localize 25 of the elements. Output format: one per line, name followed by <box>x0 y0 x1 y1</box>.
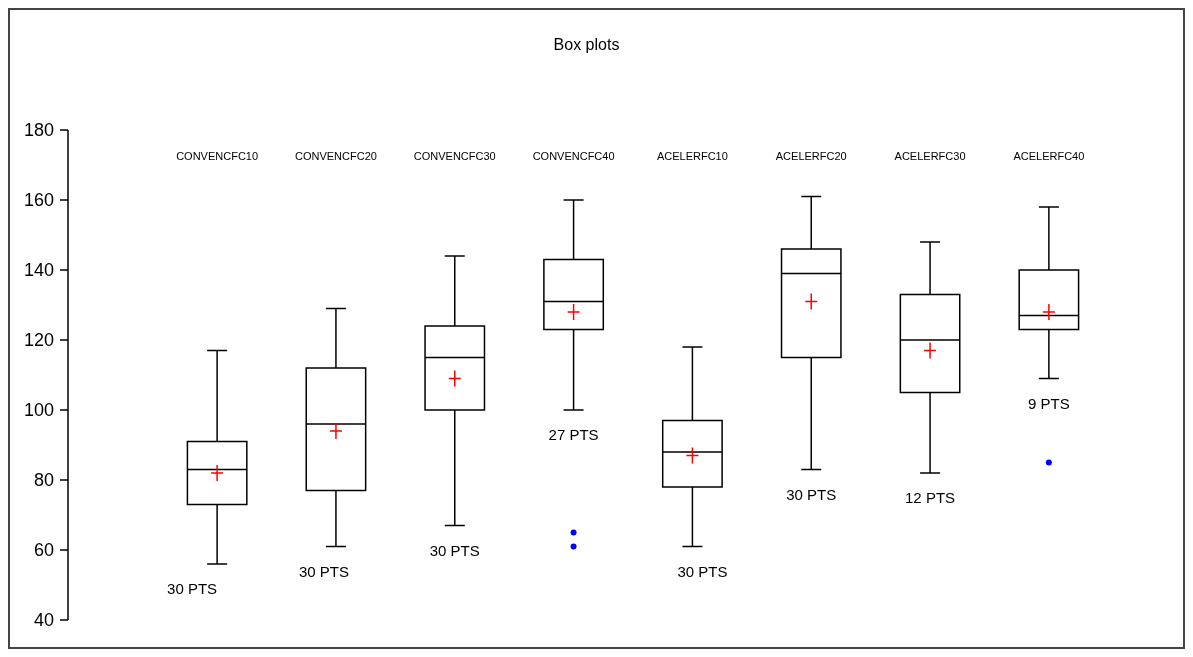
annotation: 30 PTS <box>786 485 837 503</box>
x-tick-label: CONVENCFC40 <box>532 150 615 162</box>
x-tick-label: ACELERFC30 <box>894 150 966 162</box>
annotation: 30 PTS <box>167 580 218 597</box>
y-tick-label: 80 <box>33 470 54 491</box>
y-tick-label: 100 <box>23 400 54 421</box>
y-tick-label: 60 <box>33 540 54 561</box>
x-tick-label: ACELERFC20 <box>775 150 847 162</box>
x-tick-label: ACELERFC10 <box>656 150 728 162</box>
x-tick-label: ACELERFC40 <box>1013 150 1085 162</box>
x-tick-label: CONVENCFC10 <box>176 150 259 162</box>
annotation: 27 PTS <box>548 426 599 443</box>
annotation: 30 PTS <box>429 541 480 559</box>
y-tick-label: 160 <box>23 190 54 211</box>
y-tick-label: 140 <box>23 260 54 281</box>
y-tick-label: 180 <box>23 120 54 141</box>
y-tick-label: 40 <box>33 610 54 631</box>
annotation: 30 PTS <box>298 562 349 580</box>
x-tick-label: CONVENCFC20 <box>294 150 377 162</box>
annotation: 30 PTS <box>677 562 728 580</box>
chart-title: Box plots <box>553 36 620 53</box>
y-tick-label: 120 <box>23 330 54 351</box>
x-tick-label: CONVENCFC30 <box>413 150 496 162</box>
annotation: 12 PTS <box>905 489 956 506</box>
annotation: 9 PTS <box>1028 394 1070 412</box>
